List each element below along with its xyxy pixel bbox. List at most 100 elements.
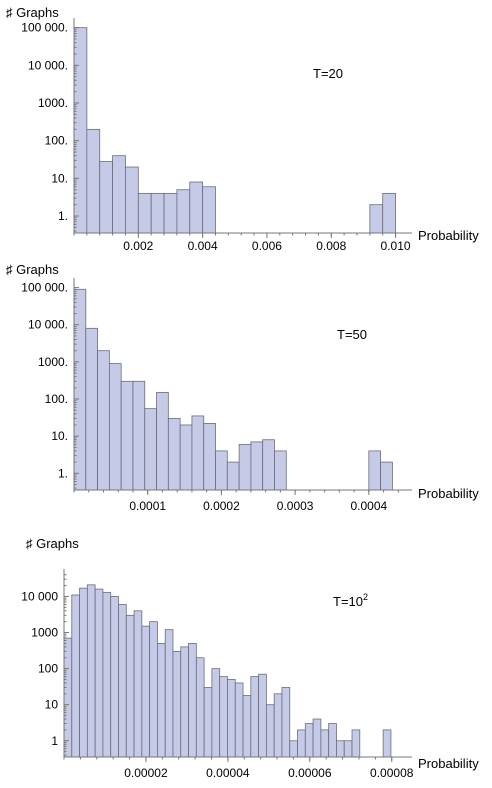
plot-area: 1. 10. 100. 1000. 10 000. 100 000. 0.0001 0.000…: [21, 278, 412, 513]
histogram-bar: [227, 679, 236, 758]
y-tick-label: 10.: [51, 429, 68, 443]
x-axis-title: Probability: [418, 486, 479, 501]
histogram-bar: [215, 450, 228, 491]
histogram-bar: [262, 439, 275, 491]
y-tick-label: 1.: [58, 209, 68, 223]
histogram-bar: [336, 740, 345, 758]
histogram-bar: [132, 380, 146, 491]
y-axis-title: ♯ Graphs: [6, 262, 59, 277]
annotation-superscript: 2: [363, 592, 368, 602]
x-tick-label: 0.010: [381, 239, 411, 253]
y-tick-label: 100.: [45, 392, 68, 406]
histogram-bar: [110, 596, 119, 758]
y-tick-label: 1000.: [38, 96, 68, 110]
y-tick-label: 1000.: [38, 355, 68, 369]
x-axis-title: Probability: [418, 756, 479, 771]
y-tick-label: 100.: [45, 134, 68, 148]
x-tick-label: 0.008: [316, 239, 346, 253]
histogram-bar: [265, 704, 275, 758]
histogram-bar: [141, 625, 151, 758]
histogram-bar: [219, 676, 228, 758]
histogram-bar: [118, 604, 127, 758]
histogram-bar: [238, 443, 252, 491]
y-tick-label: 100 000.: [21, 21, 68, 35]
x-tick-label: 0.006: [252, 239, 282, 253]
histogram-bar: [203, 687, 213, 758]
histogram-bar: [380, 461, 393, 491]
histogram-bar: [79, 587, 88, 758]
x-tick-label: 0.00008: [370, 766, 414, 780]
histogram-bar: [156, 392, 169, 491]
histogram-bar: [250, 441, 264, 491]
histogram-bar: [274, 450, 287, 491]
x-tick-label: 0.002: [123, 239, 153, 253]
histogram-bar: [125, 614, 135, 758]
histogram-bar: [211, 668, 221, 758]
histogram-bar: [86, 584, 96, 758]
plot-area: 1 10 100 1000 10 000 0.00002 0.00004 0.00006 0.0…: [21, 569, 414, 780]
histogram-bar: [195, 657, 205, 758]
y-tick-label: 10: [45, 698, 59, 712]
histogram-bar: [320, 729, 330, 758]
histogram-bar: [234, 682, 244, 758]
y-tick-label: 1000: [31, 626, 58, 640]
histogram-bar: [312, 718, 322, 758]
histogram-bar: [343, 740, 353, 758]
histogram-bar: [368, 450, 382, 491]
histogram-bar: [125, 166, 139, 234]
histogram-bar: [382, 729, 392, 758]
plot-area: 1. 10. 100. 1000. 10 000. 100 000. 0.002 0.004 0…: [21, 18, 412, 253]
histogram-bar: [180, 646, 189, 758]
histogram-bar: [328, 723, 337, 758]
y-tick-label: 10 000.: [28, 58, 68, 72]
histogram-bar: [191, 415, 205, 491]
histogram-bar: [289, 740, 298, 758]
histogram-bar: [63, 637, 73, 758]
histogram-bar: [86, 128, 101, 234]
histogram-panel-t100: ♯ Graphs Probability T=102 1 10 100 1000 10 …: [21, 536, 479, 780]
histogram-bar: [102, 591, 112, 758]
histogram-bar: [176, 189, 191, 234]
histogram-bar: [137, 192, 152, 234]
histogram-bar: [281, 687, 291, 758]
y-axis-title: ♯ Graphs: [26, 536, 79, 551]
histogram-bar: [273, 693, 283, 758]
y-tick-label: 1: [51, 734, 58, 748]
temperature-annotation: T=102: [333, 592, 368, 609]
histogram-panel-t50: ♯ Graphs Probability T=50 1. 10. 100. 1000.…: [6, 262, 479, 513]
x-tick-label: 0.00006: [288, 766, 332, 780]
histogram-bar: [144, 408, 157, 491]
histogram-bar: [71, 594, 80, 758]
histogram-bar: [304, 723, 314, 758]
histogram-bar: [157, 642, 166, 758]
y-tick-label: 1.: [58, 466, 68, 480]
histogram-bar: [202, 186, 216, 234]
histogram-bar: [172, 650, 182, 758]
x-tick-label: 0.004: [188, 239, 218, 253]
annotation-base: T=10: [333, 594, 363, 609]
histogram-bar: [133, 610, 143, 758]
temperature-annotation: T=20: [313, 66, 343, 81]
histogram-bar: [203, 423, 216, 491]
histogram-bar: [99, 161, 113, 234]
histogram-bar: [120, 380, 134, 491]
x-axis-title: Probability: [418, 228, 479, 243]
histogram-bar: [73, 288, 87, 491]
histogram-bar: [351, 729, 361, 758]
histogram-bar: [149, 621, 158, 758]
histogram-bar: [189, 181, 204, 234]
histogram-bar: [250, 676, 260, 758]
y-tick-label: 10 000.: [28, 318, 68, 332]
histogram-bar: [85, 327, 98, 491]
y-tick-label: 10 000: [21, 589, 58, 603]
histogram-bar: [382, 192, 396, 234]
histogram-bar: [112, 155, 126, 234]
histogram-bar: [73, 27, 88, 234]
x-tick-label: 0.0003: [277, 499, 314, 513]
histogram-bar: [97, 350, 110, 491]
histogram-bar: [150, 192, 165, 234]
x-tick-label: 0.00004: [206, 766, 250, 780]
histogram-bar: [167, 418, 181, 491]
histogram-bar: [297, 729, 306, 758]
